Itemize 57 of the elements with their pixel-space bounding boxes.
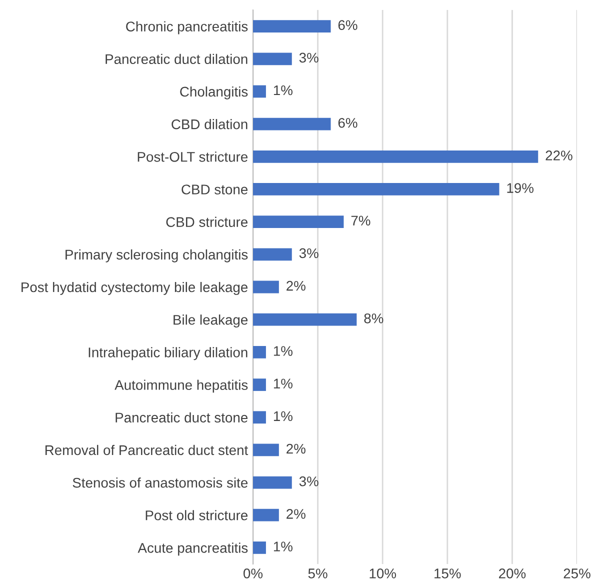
data-label: 6% bbox=[338, 118, 358, 128]
bar bbox=[253, 280, 279, 294]
data-label: 1% bbox=[274, 411, 292, 422]
y-tick-label: Post hydatid cystectomy bile leakage bbox=[22, 282, 248, 295]
bar bbox=[253, 216, 344, 228]
y-tick-label: CBD dilation bbox=[172, 119, 248, 130]
data-label: 2% bbox=[286, 444, 306, 454]
y-tick-label: Intrahepatic biliary dilation bbox=[88, 347, 248, 360]
data-label: 1% bbox=[274, 542, 292, 552]
y-tick-label: Autoimmune hepatitis bbox=[114, 380, 248, 393]
data-label: 8% bbox=[364, 313, 384, 324]
data-label: 22% bbox=[546, 150, 572, 160]
y-tick-label: Cholangitis bbox=[180, 86, 248, 100]
bar bbox=[253, 411, 266, 424]
data-label: 3% bbox=[299, 52, 318, 63]
data-label: 1% bbox=[274, 346, 292, 356]
x-tick-label: 20% bbox=[499, 568, 526, 578]
bar bbox=[253, 20, 331, 32]
y-tick-label: CBD stricture bbox=[166, 216, 248, 227]
data-label: 3% bbox=[299, 476, 318, 486]
y-tick-label: Chronic pancreatitis bbox=[126, 21, 248, 34]
y-tick-label: Bile leakage bbox=[174, 314, 248, 328]
data-label: 1% bbox=[274, 85, 292, 96]
y-tick-label: Acute pancreatitis bbox=[138, 542, 248, 556]
x-tick-label: 0% bbox=[244, 568, 263, 578]
bar bbox=[253, 118, 331, 130]
y-tick-label: Pancreatic duct dilation bbox=[106, 54, 248, 64]
y-tick-label: Removal of Pancreatic duct stent bbox=[45, 444, 248, 456]
bar bbox=[253, 52, 292, 66]
data-label: 2% bbox=[286, 280, 306, 291]
data-label: 2% bbox=[286, 509, 306, 519]
bar bbox=[253, 85, 266, 98]
bar bbox=[253, 508, 279, 522]
bar bbox=[253, 248, 292, 261]
bar bbox=[253, 444, 279, 456]
data-label: 1% bbox=[274, 378, 292, 388]
bar bbox=[253, 313, 357, 326]
y-tick-label: Pancreatic duct stone bbox=[116, 412, 248, 423]
bar bbox=[253, 150, 538, 163]
x-tick-label: 25% bbox=[564, 568, 590, 578]
y-tick-label: Stenosis of anastomosis site bbox=[72, 477, 248, 488]
x-tick-label: 10% bbox=[370, 568, 396, 578]
data-label: 19% bbox=[507, 183, 534, 193]
bar bbox=[253, 183, 500, 196]
x-tick-label: 5% bbox=[308, 568, 328, 578]
bar bbox=[253, 346, 266, 358]
y-tick-label: Primary sclerosing cholangitis bbox=[66, 249, 248, 262]
y-tick-label: Post-OLT stricture bbox=[138, 152, 248, 162]
data-label: 7% bbox=[351, 216, 370, 226]
bar bbox=[253, 476, 292, 489]
bar bbox=[253, 542, 266, 554]
bar bbox=[253, 378, 266, 391]
data-label: 6% bbox=[338, 20, 358, 30]
y-tick-label: CBD stone bbox=[182, 184, 248, 194]
y-tick-label: Post old stricture bbox=[146, 510, 248, 520]
data-label: 3% bbox=[299, 248, 318, 258]
x-tick-label: 15% bbox=[434, 568, 461, 578]
